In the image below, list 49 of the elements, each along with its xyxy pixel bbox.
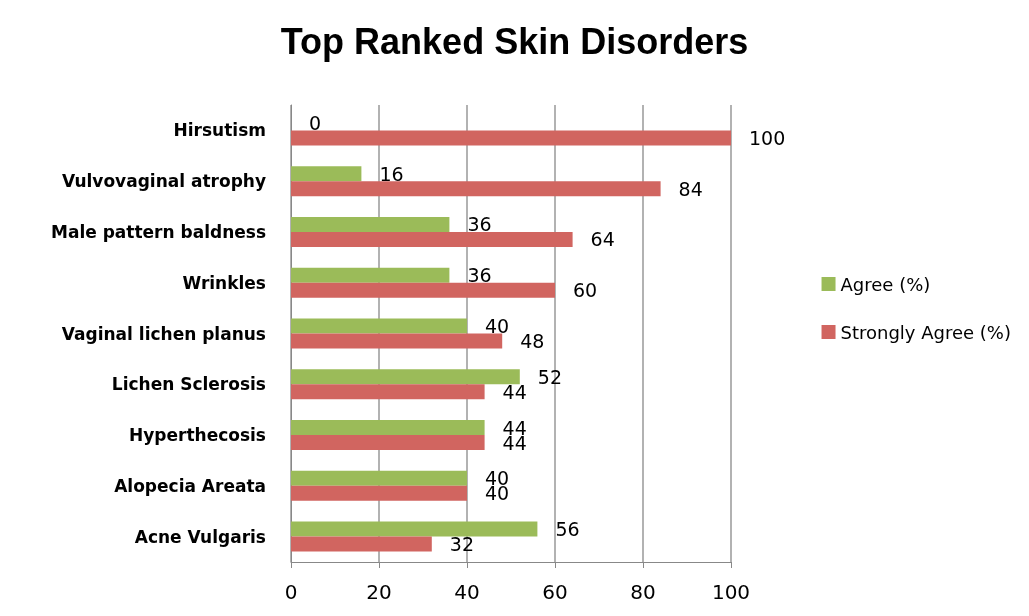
data-label: 48	[520, 330, 545, 352]
data-label: 52	[537, 365, 562, 388]
legend-label: Agree (%)	[840, 273, 931, 295]
y-tick-label: Hyperthecosis	[129, 425, 266, 446]
bar	[291, 318, 467, 334]
data-label: 44	[502, 380, 527, 403]
bar	[291, 485, 467, 501]
legend-label: Strongly Agree (%)	[840, 321, 1012, 343]
data-label: 36	[467, 264, 492, 287]
bar	[291, 333, 503, 349]
bar	[291, 216, 450, 232]
x-tick-label: 0	[284, 580, 298, 604]
data-label: 100	[749, 126, 786, 149]
x-tick-label: 60	[542, 580, 568, 604]
data-label: 16	[379, 162, 404, 185]
y-tick-label: Hirsutism	[173, 120, 266, 141]
data-label: 84	[678, 177, 703, 200]
bar	[291, 181, 661, 197]
x-tick-label: 100	[711, 580, 751, 604]
bar	[291, 369, 520, 385]
x-tick-label: 40	[454, 580, 480, 604]
y-tick-label: Acne Vulgaris	[134, 526, 266, 547]
bar	[291, 231, 573, 247]
data-label: 0	[309, 111, 322, 134]
data-label: 60	[573, 279, 598, 302]
y-tick-label: Vulvovaginal atrophy	[61, 171, 266, 192]
bar	[291, 130, 731, 146]
y-tick-label: Wrinkles	[182, 272, 266, 293]
data-label: 36	[467, 213, 492, 236]
bar	[291, 536, 432, 552]
bar	[291, 267, 450, 283]
bar	[291, 420, 485, 436]
bar	[291, 282, 555, 298]
data-label: 40	[485, 315, 510, 337]
y-tick-label: Lichen Sclerosis	[111, 374, 266, 395]
data-label: 64	[590, 228, 615, 251]
data-label: 56	[555, 518, 580, 541]
bar	[291, 470, 467, 486]
chart-title: Top Ranked Skin Disorders	[280, 20, 749, 62]
bar	[291, 521, 538, 537]
bar	[291, 384, 485, 400]
bar	[291, 166, 362, 182]
y-tick-label: Alopecia Areata	[114, 475, 266, 496]
x-tick-label: 80	[630, 580, 656, 604]
data-label: 32	[449, 533, 474, 556]
y-tick-label: Male pattern baldness	[51, 221, 266, 242]
y-tick-label: Vaginal lichen planus	[61, 323, 266, 344]
bar	[291, 435, 485, 451]
x-tick-label: 20	[366, 580, 392, 604]
